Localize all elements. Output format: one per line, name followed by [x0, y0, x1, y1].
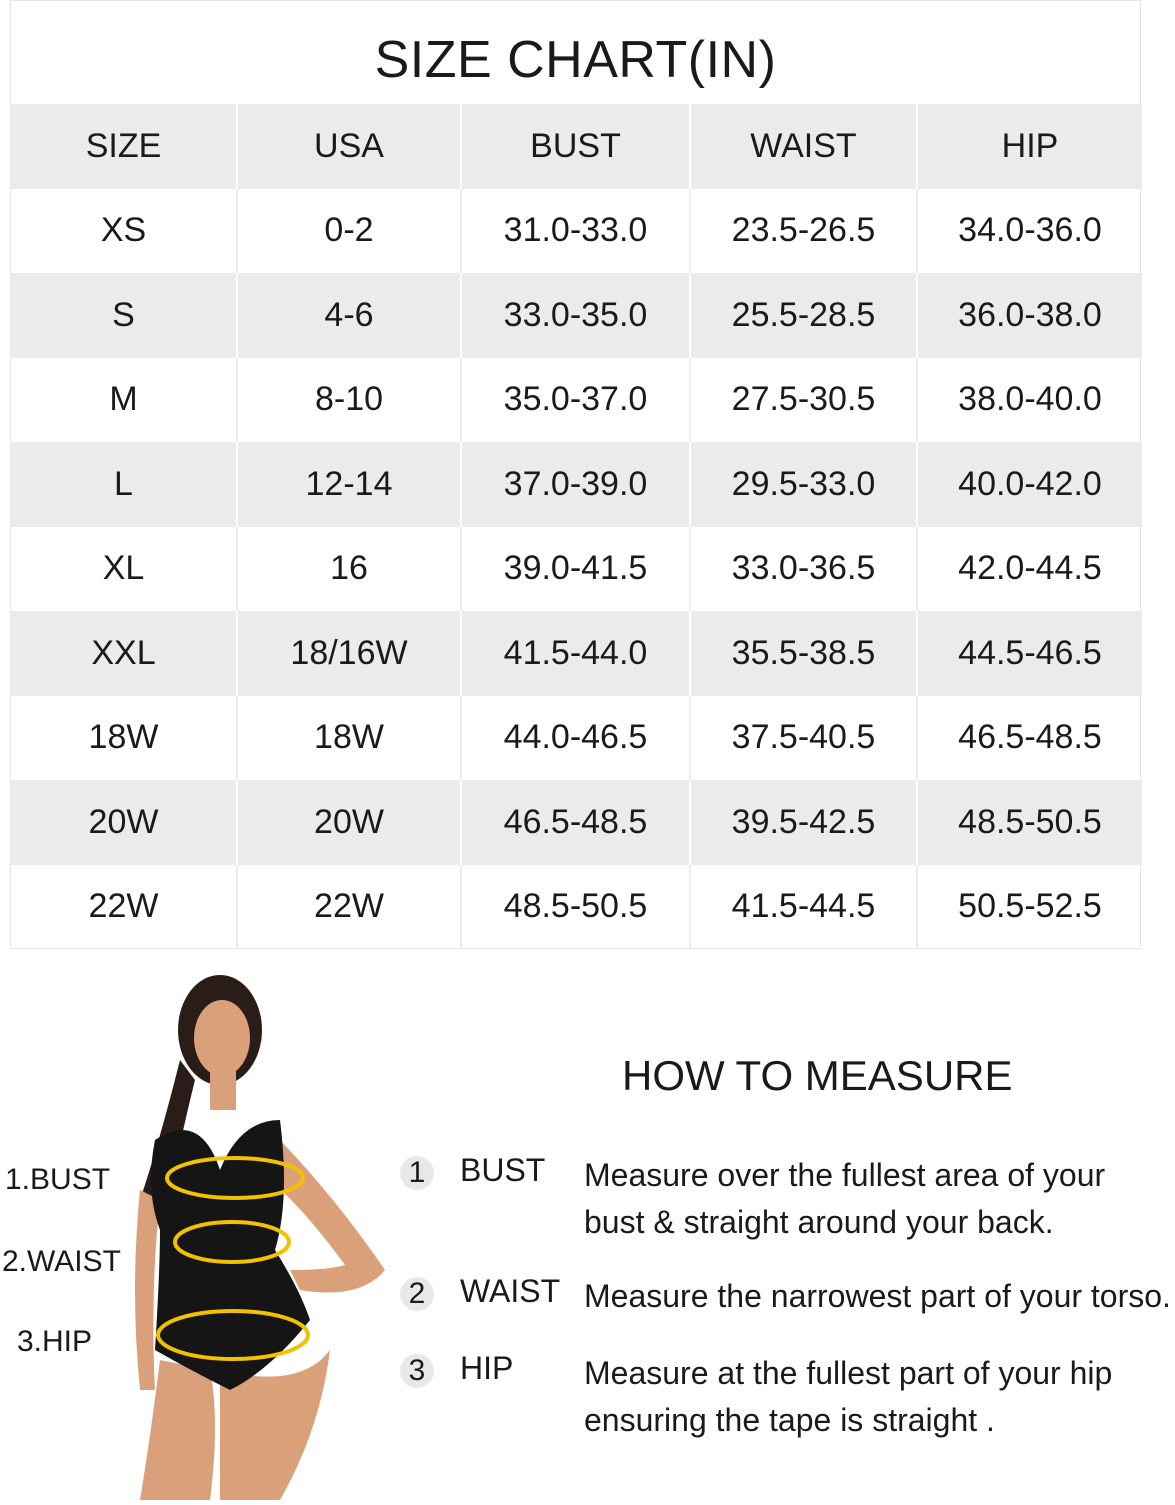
table-row: S 4-6 33.0-35.0 25.5-28.5 36.0-38.0 [11, 273, 1142, 358]
table-cell: 48.5-50.5 [916, 780, 1142, 865]
step-description: Measure the narrowest part of your torso… [584, 1278, 1171, 1314]
table-cell: 34.0-36.0 [916, 188, 1142, 273]
table-cell: 12-14 [236, 442, 461, 527]
table-row: 18W 18W 44.0-46.5 37.5-40.5 46.5-48.5 [11, 695, 1142, 780]
step-name: WAIST [460, 1273, 561, 1309]
hip-tape [156, 1309, 310, 1361]
table-cell: 22W [88, 887, 159, 926]
table-cell: 39.5-42.5 [689, 780, 917, 865]
table-row: 22W 22W 48.5-50.5 41.5-44.5 50.5-52.5 [11, 864, 1142, 949]
table-cell: 46.5-48.5 [460, 780, 690, 865]
column-header: HIP [916, 104, 1142, 189]
table-cell: XXL [11, 611, 237, 696]
table-cell: 40.0-42.0 [916, 442, 1142, 527]
table-row: M 8-10 35.0-37.0 27.5-30.5 38.0-40.0 [11, 357, 1142, 442]
table-cell: 39.0-41.5 [460, 526, 690, 611]
step-number-badge: 2 [400, 1277, 434, 1311]
table-cell: 44.0-46.5 [460, 695, 690, 780]
figure-label-hip: 3.HIP [17, 1325, 93, 1358]
step-description: Measure at the fullest part of your hip … [584, 1355, 1113, 1438]
column-header: SIZE [11, 104, 237, 189]
column-header: USA [236, 104, 461, 189]
step-name: BUST [460, 1152, 546, 1188]
step-number-badge: 1 [400, 1156, 434, 1190]
table-cell: 48.5-50.5 [460, 864, 690, 949]
table-cell: 33.0-36.5 [689, 526, 917, 611]
table-cell: 20W [11, 780, 237, 865]
column-header: WAIST [689, 104, 917, 189]
table-row: 20W 20W 46.5-48.5 39.5-42.5 48.5-50.5 [11, 780, 1142, 865]
table-cell: 18W [88, 718, 159, 757]
table-cell: 41.5-44.5 [689, 864, 917, 949]
bust-tape [165, 1156, 305, 1200]
table-cell: 16 [236, 526, 461, 611]
figure-label-waist: 2.WAIST [2, 1245, 121, 1278]
table-cell: 41.5-44.0 [460, 611, 690, 696]
table-cell: 37.0-39.0 [460, 442, 690, 527]
table-cell: S [11, 273, 237, 358]
waist-tape [173, 1220, 291, 1264]
table-cell: 33.0-35.0 [460, 273, 690, 358]
table-row: XS 0-2 31.0-33.0 23.5-26.5 34.0-36.0 [11, 188, 1142, 273]
table-cell: 25.5-28.5 [689, 273, 917, 358]
how-to-measure-title: HOW TO MEASURE [622, 1052, 1013, 1099]
table-cell: 4-6 [236, 273, 461, 358]
table-cell: 35.0-37.0 [460, 357, 690, 442]
header-row: SIZE USA BUST WAIST HIP [11, 104, 1142, 189]
table-cell: 37.5-40.5 [689, 695, 917, 780]
table-cell: 23.5-26.5 [689, 188, 917, 273]
table-cell: 36.0-38.0 [916, 273, 1142, 358]
table-cell: 27.5-30.5 [689, 357, 917, 442]
table-cell: L [11, 442, 237, 527]
step-description: Measure over the fullest area of your bu… [584, 1157, 1106, 1240]
table-cell: 38.0-40.0 [916, 357, 1142, 442]
table-cell: 8-10 [236, 357, 461, 442]
chart-title: SIZE CHART(IN) [374, 31, 777, 89]
table-cell: 18/16W [236, 611, 461, 696]
figure-label-bust: 1.BUST [5, 1163, 111, 1196]
table-cell: 22W [236, 864, 461, 949]
table-cell: 20W [236, 780, 461, 865]
table-cell: 44.5-46.5 [916, 611, 1142, 696]
step-name: HIP [460, 1350, 514, 1386]
table-cell: 42.0-44.5 [916, 526, 1142, 611]
table-cell: 50.5-52.5 [916, 864, 1142, 949]
table-row: L 12-14 37.0-39.0 29.5-33.0 40.0-42.0 [11, 442, 1142, 527]
model-figure [100, 970, 390, 1500]
step-number-badge: 3 [400, 1354, 434, 1388]
table-cell: 46.5-48.5 [916, 695, 1142, 780]
table-cell: 0-2 [236, 188, 461, 273]
table-cell: M [109, 380, 138, 419]
table-cell: 35.5-38.5 [689, 611, 917, 696]
table-cell: XL [102, 549, 145, 588]
table-row: XL 16 39.0-41.5 33.0-36.5 42.0-44.5 [11, 526, 1142, 611]
table-row: XXL 18/16W 41.5-44.0 35.5-38.5 44.5-46.5 [11, 611, 1142, 696]
table-cell: 29.5-33.0 [689, 442, 917, 527]
size-chart: SIZE CHART(IN) SIZE USA BUST WAIST HIP XS 0-2… [10, 0, 1142, 949]
table-cell: 18W [236, 695, 461, 780]
table-cell: XS [100, 211, 147, 250]
table-cell: 31.0-33.0 [460, 188, 690, 273]
column-header: BUST [460, 104, 690, 189]
size-table: SIZE USA BUST WAIST HIP XS 0-2 31.0-33.0 23.5-2… [11, 104, 1142, 949]
